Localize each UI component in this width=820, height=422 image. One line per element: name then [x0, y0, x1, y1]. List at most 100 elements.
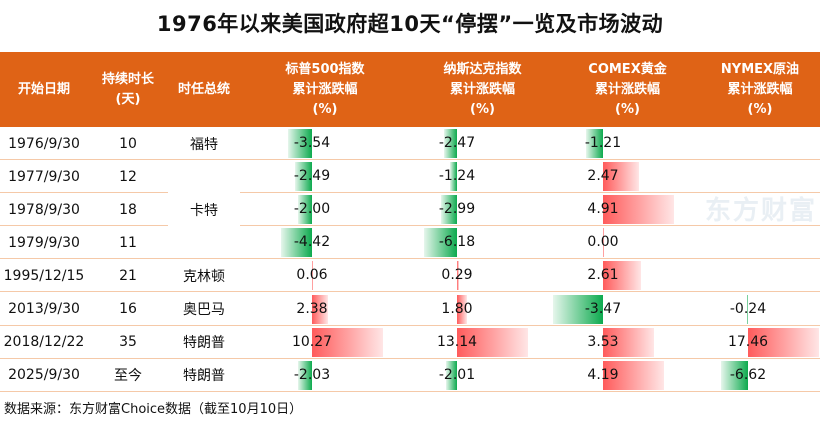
data-label-nasdaq: -2.99 — [438, 201, 476, 218]
data-bar-oil — [721, 360, 748, 390]
data-bar-oil — [747, 294, 749, 324]
row-divider — [0, 159, 820, 160]
column-header: 时任总统 — [177, 81, 230, 97]
row-divider — [0, 291, 820, 293]
data-label-sp500: -2.00 — [293, 201, 331, 218]
data-label-gold: 3.53 — [587, 333, 619, 350]
data-bar-gold — [603, 162, 639, 192]
table-row: 2013/9/30 16 奥巴马 2.38 1.80 -3.47 -0.24 — [0, 293, 820, 326]
column-header: NYMEX原油 累计涨跌幅 (%) — [720, 61, 800, 117]
duration-cell: 16 — [119, 301, 137, 317]
data-label-nasdaq: 0.29 — [441, 267, 473, 284]
data-label-gold: 2.47 — [587, 168, 619, 185]
data-bar-gold — [603, 360, 664, 390]
data-label-sp500: -4.42 — [293, 234, 331, 251]
president-cell: 克林顿 — [183, 268, 225, 285]
row-divider — [0, 225, 168, 227]
table-row: 1979/9/30 11 -4.42 -6.18 0.00 — [0, 226, 820, 260]
column-header: COMEX黄金 累计涨跌幅 (%) — [588, 61, 667, 117]
data-bar-gold — [603, 195, 674, 225]
column-header: 纳斯达克指数 累计涨跌幅 (%) — [443, 61, 522, 117]
president-cell: 奥巴马 — [183, 302, 225, 318]
data-bar-sp500 — [294, 162, 312, 192]
data-bar-nasdaq — [443, 129, 457, 158]
row-divider — [0, 324, 820, 326]
data-label-nasdaq: -2.47 — [438, 135, 476, 151]
data-bar-gold — [603, 228, 604, 258]
data-bar-sp500 — [312, 327, 383, 357]
data-label-nasdaq: -6.18 — [438, 234, 476, 251]
data-label-sp500: -2.03 — [293, 366, 331, 383]
data-bar-gold — [585, 129, 603, 158]
duration-cell: 10 — [119, 135, 137, 152]
data-label-sp500: -3.54 — [293, 135, 331, 151]
data-label-oil: -0.24 — [729, 300, 767, 317]
data-label-nasdaq: 13.14 — [436, 333, 478, 350]
date-cell: 2018/12/22 — [3, 334, 85, 351]
column-header: 持续时长 (天) — [101, 71, 154, 107]
data-label-oil: -6.62 — [729, 366, 767, 383]
watermark-logo: 东方财富 — [704, 196, 817, 226]
data-bar-nasdaq — [457, 327, 528, 357]
row-divider — [0, 192, 168, 194]
row-divider — [0, 258, 820, 260]
data-label-nasdaq: -2.01 — [438, 366, 476, 383]
data-label-oil: 17.46 — [727, 333, 769, 350]
president-cell-merged: 卡特 — [190, 202, 218, 219]
date-cell: 2025/9/30 — [8, 367, 80, 384]
data-label-sp500: -2.49 — [293, 168, 331, 185]
date-cell: 1976/9/30 — [8, 135, 80, 152]
table-row: 1978/9/30 18 -2.00 -2.99 4.91 — [0, 193, 820, 227]
data-bar-sp500 — [287, 129, 312, 158]
column-header: 开始日期 — [17, 81, 70, 97]
date-cell: 1978/9/30 — [8, 201, 80, 218]
table-row: 1995/12/15 21 克林顿 0.06 0.29 2.61 — [0, 259, 820, 293]
data-label-gold: 0.00 — [587, 234, 619, 251]
data-bar-nasdaq — [423, 228, 457, 258]
data-label-nasdaq: -1.24 — [438, 168, 476, 185]
data-label-sp500: 2.38 — [296, 300, 328, 317]
president-cell: 特朗普 — [183, 335, 225, 352]
duration-cell: 18 — [119, 201, 137, 218]
date-cell: 2013/9/30 — [8, 301, 80, 317]
date-cell: 1977/9/30 — [8, 168, 80, 185]
date-cell: 1995/12/15 — [3, 267, 85, 284]
duration-cell: 11 — [119, 234, 137, 251]
data-bar-sp500 — [297, 360, 312, 390]
data-label-gold: 4.91 — [587, 201, 619, 218]
table-title: 1976年以来美国政府超10天“停摆”一览及市场波动 — [156, 12, 664, 36]
data-label-sp500: 10.27 — [291, 333, 333, 350]
duration-cell: 35 — [119, 334, 137, 351]
data-bar-sp500 — [298, 195, 312, 225]
duration-cell: 21 — [119, 267, 137, 284]
date-cell: 1979/9/30 — [8, 234, 80, 251]
duration-cell: 至今 — [114, 368, 142, 385]
data-bar-sp500 — [312, 294, 329, 324]
president-cell: 特朗普 — [183, 368, 225, 385]
data-bar-nasdaq — [457, 261, 459, 291]
data-bar-nasdaq — [440, 195, 457, 225]
source-footnote: 数据来源：东方财富Choice数据（截至10月10日） — [4, 402, 303, 417]
data-bar-nasdaq — [457, 294, 467, 324]
data-bar-gold — [603, 261, 641, 291]
data-label-gold: 2.61 — [587, 267, 619, 284]
data-bar-nasdaq — [450, 162, 457, 192]
row-divider — [0, 390, 820, 392]
row-divider — [240, 225, 820, 227]
table-row: 2025/9/30 至今 特朗普 -2.03 -2.01 4.19 -6.62 — [0, 359, 820, 392]
table-row: 1977/9/30 12 -2.49 -1.24 2.47 — [0, 160, 820, 194]
duration-cell: 12 — [119, 168, 137, 185]
data-bar-sp500 — [312, 261, 313, 291]
president-cell: 福特 — [190, 136, 218, 153]
column-header: 标普500指数 累计涨跌幅 (%) — [285, 61, 365, 117]
data-label-gold: -1.21 — [584, 135, 622, 151]
row-divider — [0, 357, 820, 359]
data-label-gold: 4.19 — [587, 366, 619, 383]
data-bar-gold — [603, 327, 655, 357]
data-bar-gold — [552, 294, 603, 324]
data-label-gold: -3.47 — [584, 300, 622, 317]
table-header: 开始日期 持续时长 (天) 时任总统 标普500指数 累计涨跌幅 (%) 纳斯达克指数 … — [0, 52, 820, 127]
table-row: 1976/9/30 10 福特 -3.54 -2.47 -1.21 — [0, 127, 820, 160]
data-bar-oil — [748, 327, 819, 357]
data-bar-nasdaq — [446, 360, 457, 390]
